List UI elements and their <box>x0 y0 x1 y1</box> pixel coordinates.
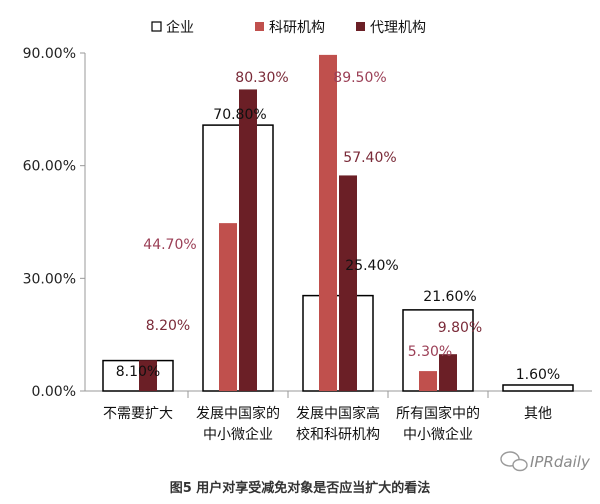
legend-label: 科研机构 <box>269 20 325 36</box>
axis-layer: 0.00% 30.00% 60.00% 90.00% 不需要扩大 发展中国家的中小微企业发… <box>23 46 592 443</box>
data-label: 21.60% <box>423 289 476 305</box>
bar <box>439 354 457 391</box>
bar <box>402 309 474 392</box>
y-tick-label: 0.00% <box>32 384 76 400</box>
legend-swatch <box>356 22 365 31</box>
bar-layer <box>102 54 574 392</box>
legend-swatch <box>151 21 162 32</box>
y-tick-label: 30.00% <box>23 271 76 287</box>
bar <box>239 89 257 391</box>
bar <box>139 360 157 391</box>
y-tick-label: 90.00% <box>23 46 76 62</box>
data-label: 44.70% <box>143 237 196 253</box>
data-label: 70.80% <box>213 107 266 123</box>
data-label: 57.40% <box>343 150 396 166</box>
watermark-text: IPRdaily <box>530 453 591 471</box>
data-label: 80.30% <box>235 70 288 86</box>
bar <box>219 223 237 391</box>
bar <box>502 384 574 392</box>
x-tick-label: 发展中国家的中小微企业 <box>196 405 280 443</box>
wechat-icon <box>500 451 528 472</box>
data-label: 9.80% <box>438 320 482 336</box>
bar <box>202 124 274 392</box>
legend-label: 企业 <box>166 19 194 36</box>
watermark: IPRdaily <box>500 451 591 472</box>
legend-label: 代理机构 <box>370 20 426 36</box>
chart-caption: 图5 用户对享受减免对象是否应当扩大的看法 <box>170 480 431 496</box>
bar <box>302 294 374 392</box>
bar <box>419 371 437 391</box>
data-label: 8.20% <box>146 318 190 334</box>
label-layer: 8.10% 70.80% 25.40% 21.60% 1.60% 44.70% 89.50%… <box>116 70 560 383</box>
data-label: 8.10% <box>116 364 160 380</box>
x-tick-label: 不需要扩大 <box>103 406 173 422</box>
data-label: 89.50% <box>333 70 386 86</box>
data-label: 5.30% <box>408 344 452 360</box>
bar <box>319 54 337 391</box>
x-tick-label: 其他 <box>524 406 552 422</box>
bar <box>102 359 174 392</box>
y-tick-label: 60.00% <box>23 159 76 175</box>
x-tick-label: 所有国家中的中小微企业 <box>396 405 480 443</box>
legend-swatch <box>255 22 264 31</box>
data-label: 1.60% <box>516 367 560 383</box>
x-tick-label: 发展中国家高校和科研机构 <box>296 405 380 443</box>
legend: 企业 科研机构 代理机构 <box>151 19 426 36</box>
data-label: 25.40% <box>345 258 398 274</box>
bar <box>339 175 357 391</box>
